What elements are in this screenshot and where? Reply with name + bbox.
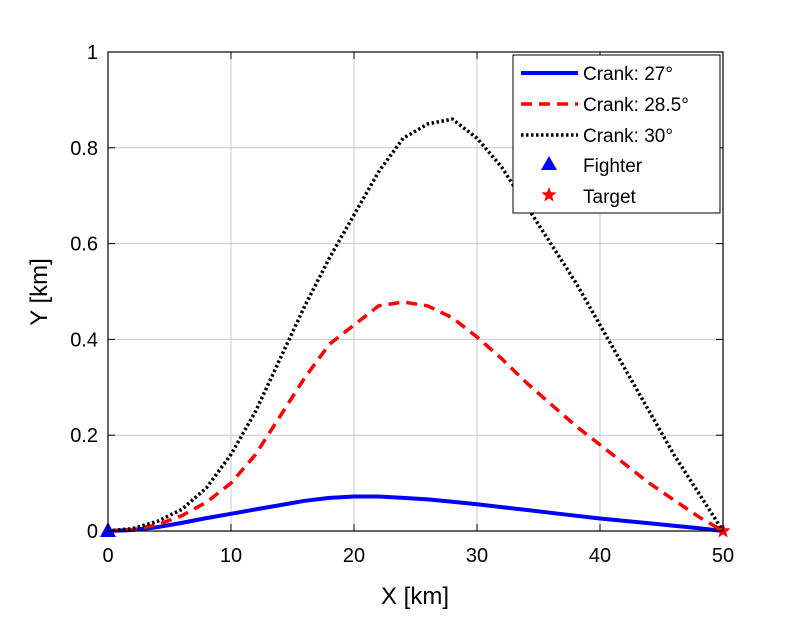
legend-star-icon (541, 187, 557, 202)
y-tick-label: 0.2 (70, 425, 98, 447)
x-tick-label: 30 (466, 545, 488, 567)
x-tick-label: 20 (343, 545, 365, 567)
legend-label-fighter: Fighter (583, 156, 643, 177)
series-line-crank-28-5 (107, 300, 724, 533)
legend-label-target: Target (583, 187, 637, 208)
y-tick-label: 0.6 (70, 234, 98, 256)
legend-triangle-icon (541, 156, 557, 170)
series-line-crank-27 (107, 494, 724, 533)
x-tick-label: 10 (220, 545, 242, 567)
x-tick-label: 0 (102, 545, 113, 567)
series-lines (107, 117, 725, 533)
legend-label-crank-30: Crank: 30° (583, 126, 673, 147)
series-line-crank-30 (107, 117, 725, 533)
y-tick-label: 0 (87, 521, 98, 543)
y-tick-label: 0.8 (70, 138, 98, 160)
tick-labels: 0 10 20 30 40 50 0 0.2 0.4 0.6 0.8 1 (70, 42, 734, 567)
plot-frame (107, 51, 724, 532)
x-tick-label: 50 (712, 545, 734, 567)
x-axis-label: X [km] (381, 583, 449, 610)
x-tick-label: 40 (589, 545, 611, 567)
y-tick-label: 1 (87, 42, 98, 64)
legend-label-crank-28-5: Crank: 28.5° (583, 95, 689, 116)
legend: Crank: 27° Crank: 28.5° Crank: 30° Fight… (512, 54, 721, 214)
legend-label-crank-27: Crank: 27° (583, 64, 673, 85)
y-tick-label: 0.4 (70, 329, 98, 351)
y-axis-label: Y [km] (26, 258, 53, 326)
